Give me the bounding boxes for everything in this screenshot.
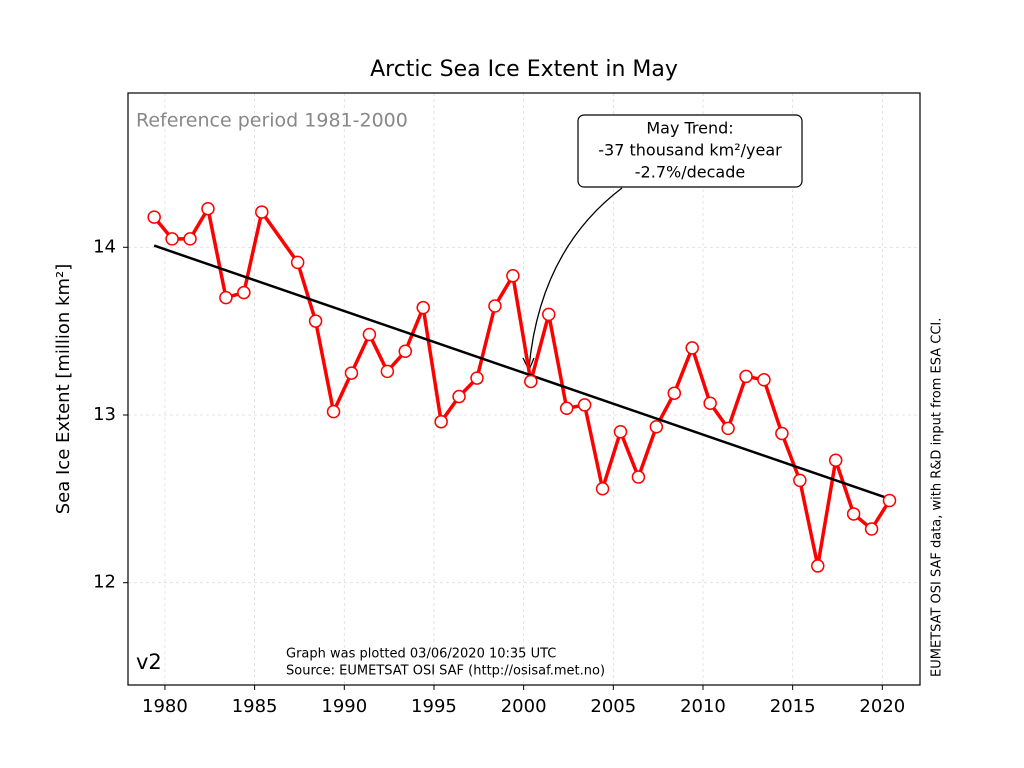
data-point xyxy=(542,307,556,322)
data-point xyxy=(470,371,484,385)
chart-title: Arctic Sea Ice Extent in May xyxy=(370,57,678,82)
x-tick-label: 1990 xyxy=(321,696,367,717)
x-tick-label: 1980 xyxy=(142,696,188,717)
data-point xyxy=(864,522,879,536)
x-tick-label: 2015 xyxy=(770,696,816,717)
trend-box xyxy=(577,114,803,188)
data-point xyxy=(703,396,717,411)
trend-line-2: -37 thousand km²/year xyxy=(598,141,782,160)
trend-line xyxy=(153,244,890,501)
data-point xyxy=(559,401,574,416)
version-label: v2 xyxy=(136,650,162,674)
trend-line-1: May Trend: xyxy=(646,119,733,138)
data-point xyxy=(165,232,179,246)
y-tick-label: 13 xyxy=(93,404,116,425)
data-point xyxy=(793,473,807,488)
y-tick-label: 12 xyxy=(93,572,116,593)
data-line xyxy=(152,203,891,567)
data-point xyxy=(290,255,305,270)
data-point xyxy=(685,341,699,355)
footer-line-1: Graph was plotted 03/06/2020 10:35 UTC xyxy=(286,647,556,662)
data-point xyxy=(380,364,395,379)
data-point xyxy=(326,404,341,419)
data-point xyxy=(613,425,628,439)
data-point xyxy=(739,369,753,384)
grid xyxy=(128,93,920,685)
data-point xyxy=(882,493,897,508)
data-point xyxy=(201,201,215,216)
data-point xyxy=(219,290,233,305)
x-tick-label: 2000 xyxy=(501,696,547,717)
data-point xyxy=(667,386,682,400)
data-point xyxy=(398,344,413,359)
footer-line-2: Source: EUMETSAT OSI SAF (http://osisaf.… xyxy=(286,664,605,679)
y-tick-label: 14 xyxy=(93,236,116,257)
x-tick-label: 2010 xyxy=(680,696,726,717)
data-point xyxy=(488,299,502,313)
data-point xyxy=(506,269,520,283)
data-point xyxy=(183,232,197,246)
data-point xyxy=(237,285,251,300)
x-tick-label: 2020 xyxy=(859,696,905,717)
x-tick-label: 1985 xyxy=(232,696,278,717)
trend-line-3: -2.7%/decade xyxy=(635,163,745,182)
data-point xyxy=(828,453,843,468)
data-point xyxy=(434,414,448,429)
data-point xyxy=(811,559,825,573)
data-point xyxy=(631,470,646,484)
data-point xyxy=(452,389,466,404)
data-point xyxy=(595,482,610,496)
data-point xyxy=(344,366,359,380)
data-point xyxy=(147,210,161,224)
x-tick-label: 1995 xyxy=(411,696,457,717)
data-point xyxy=(649,419,664,434)
data-point xyxy=(721,421,735,436)
y-axis-label: Sea Ice Extent [million km²] xyxy=(53,264,74,515)
trend-arrow xyxy=(528,187,623,369)
data-point xyxy=(362,327,377,342)
data-point xyxy=(577,398,592,412)
data-point xyxy=(846,507,861,521)
data-point xyxy=(775,426,789,441)
reference-note: Reference period 1981-2000 xyxy=(136,110,408,132)
data-point xyxy=(255,205,269,219)
data-point xyxy=(416,300,430,315)
side-note: EUMETSAT OSI SAF data, with R&D input fr… xyxy=(930,318,945,677)
data-point xyxy=(757,373,771,387)
x-tick-label: 2005 xyxy=(590,696,636,717)
data-point xyxy=(524,374,538,389)
data-point xyxy=(308,314,323,328)
